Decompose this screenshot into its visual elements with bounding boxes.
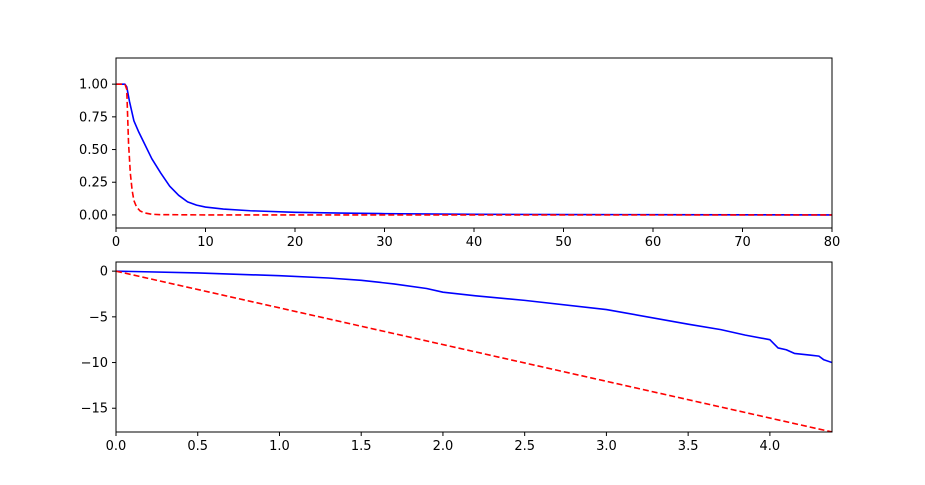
y-tick-label: 0 bbox=[100, 265, 108, 280]
x-tick-label: 2.0 bbox=[433, 439, 454, 454]
x-tick-label: 20 bbox=[287, 235, 304, 250]
x-tick-label: 80 bbox=[824, 235, 841, 250]
x-tick-label: 0 bbox=[112, 235, 120, 250]
x-tick-label: 0.0 bbox=[106, 439, 127, 454]
y-tick-label: 0.75 bbox=[79, 110, 108, 125]
y-tick-label: 0.25 bbox=[79, 176, 108, 191]
axes-frame bbox=[115, 57, 833, 229]
x-tick-label: 10 bbox=[197, 235, 214, 250]
x-tick-label: 70 bbox=[734, 235, 751, 250]
y-tick-label: −5 bbox=[89, 310, 108, 325]
x-tick-label: 4.0 bbox=[760, 439, 781, 454]
x-tick-label: 2.5 bbox=[514, 439, 535, 454]
y-tick-label: 1.00 bbox=[79, 78, 108, 93]
axes-frame bbox=[115, 261, 833, 433]
x-tick-label: 50 bbox=[555, 235, 572, 250]
y-tick-label: 0.00 bbox=[79, 208, 108, 223]
top-plot-panel: 0 10 20 30 40 50 60 70 80 0.00 0.25 0.50 0.75 1.00 bbox=[79, 57, 841, 250]
x-tick-label: 1.5 bbox=[351, 439, 372, 454]
x-tick-label: 40 bbox=[466, 235, 483, 250]
y-tick-label: −15 bbox=[81, 402, 108, 417]
red-dashed-series-line bbox=[116, 270, 832, 432]
y-tick-label: −10 bbox=[81, 356, 108, 371]
x-tick-label: 60 bbox=[645, 235, 662, 250]
bottom-plot-panel: 0.0 0.5 1.0 1.5 2.0 2.5 3.0 3.5 4.0 0 −5 −10 −15 bbox=[81, 261, 833, 454]
blue-solid-series-line bbox=[116, 83, 832, 216]
x-tick-label: 3.5 bbox=[678, 439, 699, 454]
red-dashed-series-line bbox=[116, 83, 832, 216]
x-tick-label: 3.0 bbox=[596, 439, 617, 454]
x-tick-label: 30 bbox=[376, 235, 393, 250]
blue-solid-series-line bbox=[116, 270, 832, 364]
x-tick-label: 1.0 bbox=[269, 439, 290, 454]
y-tick-label: 0.50 bbox=[79, 143, 108, 158]
x-tick-label: 0.5 bbox=[187, 439, 208, 454]
